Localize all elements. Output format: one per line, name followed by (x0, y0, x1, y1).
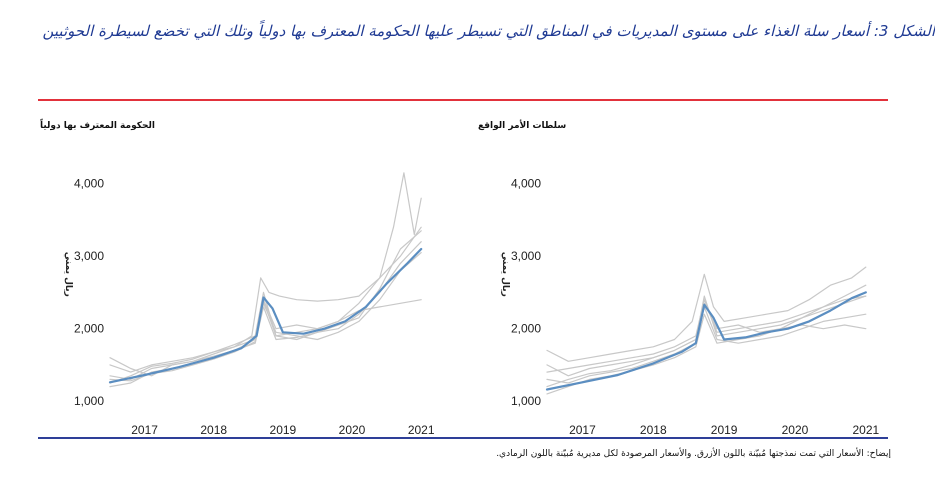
x-tick-label: 2018 (640, 423, 667, 435)
y-tick-label: 2,000 (74, 322, 104, 336)
y-tick-label: 4,000 (511, 177, 541, 191)
top-red-rule (38, 99, 888, 101)
bottom-blue-rule (38, 437, 888, 439)
x-tick-label: 2018 (200, 423, 227, 435)
y-tick-label: 1,000 (511, 394, 541, 408)
modeled-price-line (108, 247, 423, 384)
y-axis-label: ريال يمني (63, 252, 73, 297)
chart-de-facto: 1,000 2,000 3,000 4,000 2017 2018 2019 2020 2021… (500, 177, 879, 435)
observed-district-line-6 (546, 295, 867, 377)
panel-title-government: الحكومة المعترف بها دولياً (40, 121, 155, 131)
x-tick-label: 2017 (569, 423, 596, 435)
x-tick-label: 2019 (270, 423, 297, 435)
y-tick-label: 3,000 (511, 249, 541, 263)
x-tick-label: 2020 (782, 423, 809, 435)
observed-district-line-2 (546, 284, 867, 373)
x-tick-label: 2019 (711, 423, 738, 435)
x-tick-label: 2020 (339, 423, 366, 435)
x-tick-label: 2021 (408, 423, 435, 435)
modeled-price-line (545, 291, 867, 391)
panel-title-de-facto: سلطات الأمر الواقع (478, 121, 567, 131)
y-tick-label: 2,000 (511, 322, 541, 336)
observed-district-line-3 (109, 241, 422, 388)
observed-district-line-1 (546, 266, 867, 362)
y-tick-label: 1,000 (74, 394, 104, 408)
y-tick-label: 3,000 (74, 249, 104, 263)
y-tick-label: 4,000 (74, 177, 104, 191)
x-tick-label: 2017 (131, 423, 158, 435)
observed-district-line-6 (109, 251, 422, 382)
figure-footnote: إيضاح: الأسعار التي تمت نمذجتها مُبيّنة … (496, 449, 891, 459)
observed-district-line-1 (109, 172, 422, 373)
y-axis-label: ريال يمني (500, 252, 510, 297)
chart-government: 1,000 2,000 3,000 4,000 2017 2018 2019 2020 2021… (63, 172, 435, 435)
observed-district-line-4 (546, 302, 867, 388)
x-tick-label: 2021 (852, 423, 879, 435)
figure-title: الشكل 3: أسعار سلة الغذاء على مستوى المد… (42, 22, 935, 40)
